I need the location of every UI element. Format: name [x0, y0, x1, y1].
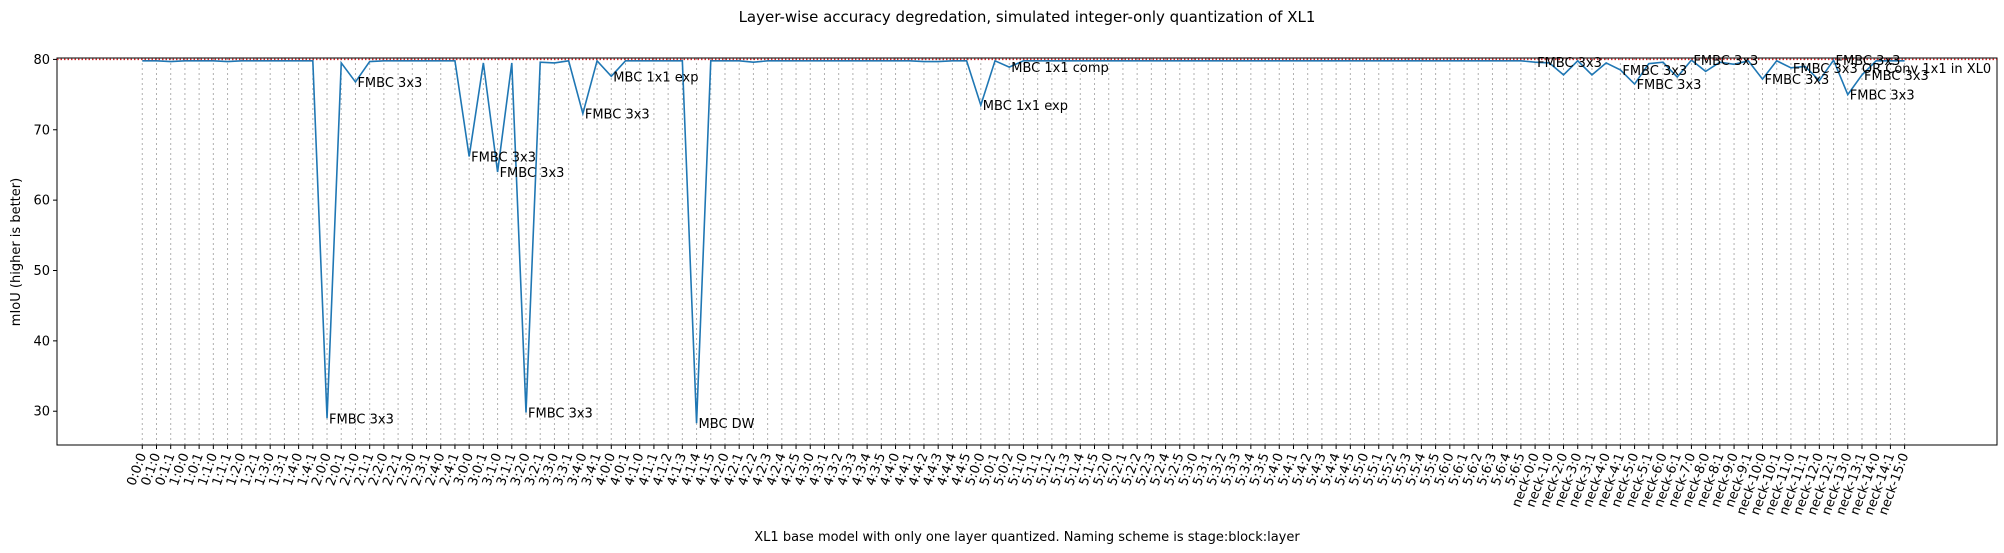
plot-frame — [56, 57, 1998, 446]
annotation: FMBC 3x3 — [585, 108, 650, 123]
annotation: FMBC 3x3 — [1850, 89, 1915, 104]
annotation: FMBC 3x3 — [1637, 78, 1702, 93]
annotation: FMBC 3x3 — [528, 407, 593, 422]
y-tick-label: 40 — [33, 334, 50, 349]
y-tick-label: 30 — [33, 405, 50, 420]
annotation: FMBC 3x3 — [1864, 69, 1929, 84]
annotation: MBC DW — [699, 417, 755, 432]
chart-title: Layer-wise accuracy degredation, simulat… — [739, 8, 1316, 26]
annotation: FMBC 3x3 — [329, 412, 394, 427]
annotation: MBC 1x1 exp — [983, 99, 1068, 114]
annotation: FMBC 3x3 — [357, 76, 422, 91]
y-tick-label: 70 — [33, 123, 50, 138]
annotation: FMBC 3x3 — [500, 166, 565, 181]
annotation: FMBC 3x3 — [1764, 73, 1829, 88]
annotation: MBC 1x1 exp — [613, 70, 698, 85]
y-tick-label: 80 — [33, 53, 50, 68]
annotation: FMBC 3x3 OR Conv 1x1 in XL0 — [1793, 62, 1991, 77]
y-tick-label: 50 — [33, 264, 50, 279]
annotation: FMBC 3x3 — [1622, 64, 1687, 79]
annotation: FMBC 3x3 — [1537, 56, 1602, 71]
y-axis-label: mIoU (higher is better) — [9, 178, 24, 326]
annotation: FMBC 3x3 — [1836, 54, 1901, 69]
annotation: FMBC 3x3 — [1693, 54, 1758, 69]
y-tick-label: 60 — [33, 194, 50, 209]
data-line — [142, 58, 1905, 424]
annotation: FMBC 3x3 — [471, 151, 536, 166]
annotation: MBC 1x1 comp — [1011, 61, 1108, 76]
x-axis-label: XL1 base model with only one layer quant… — [754, 530, 1300, 545]
